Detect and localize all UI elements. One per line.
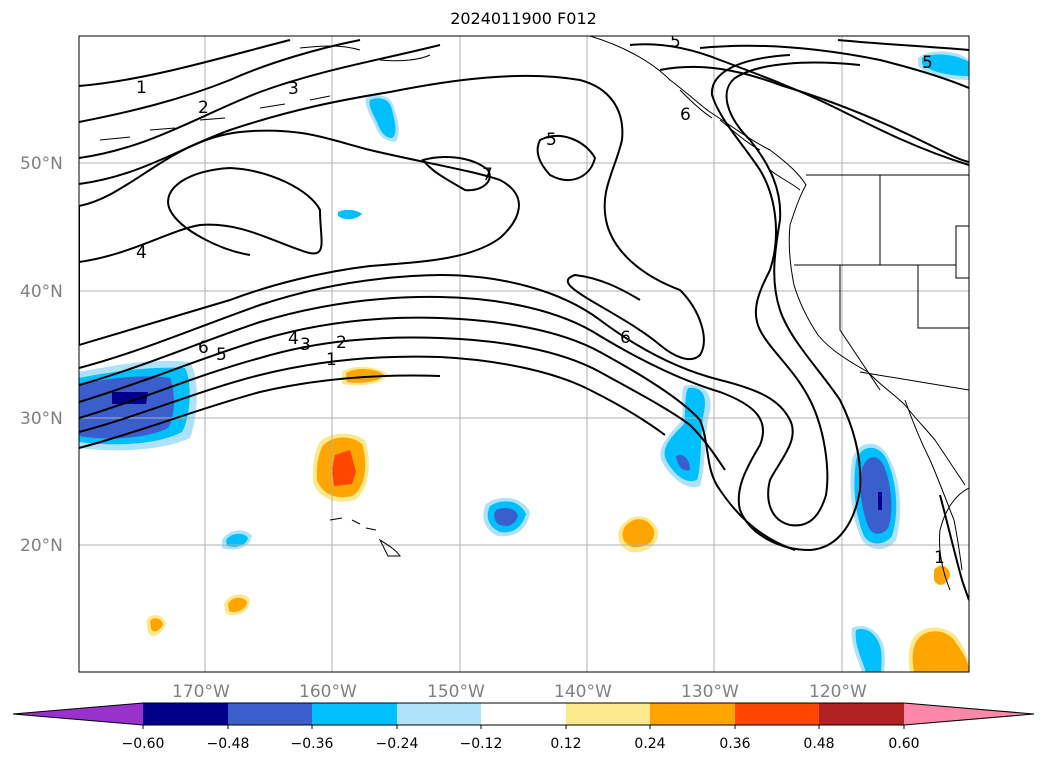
colorbar-segment <box>143 703 228 725</box>
contour-label: 5 <box>216 345 227 365</box>
contour-label: 2 <box>198 98 209 118</box>
colorbar-extend-low <box>13 703 143 725</box>
longitude-labels: 170°W 160°W 150°W 140°W 130°W 120°W <box>172 682 867 702</box>
colorbar-segment <box>228 703 312 725</box>
contour-label: 7 <box>482 165 493 185</box>
lon-label: 140°W <box>554 682 612 702</box>
contour-label: 4 <box>136 243 147 263</box>
coastlines <box>99 36 969 591</box>
map-panel <box>79 36 969 672</box>
contour-label: 6 <box>680 105 691 125</box>
colorbar-segment <box>735 703 819 725</box>
contour-label: 2 <box>336 333 347 353</box>
contour-label: 3 <box>288 79 299 99</box>
latitude-labels: 50°N 40°N 30°N 20°N <box>20 154 63 556</box>
colorbar-tick-label: −0.24 <box>376 736 419 752</box>
contour-label: 6 <box>198 338 209 358</box>
colorbar-segment <box>819 703 904 725</box>
contours <box>79 39 969 601</box>
lon-label: 150°W <box>427 682 485 702</box>
colorbar-tick-label: −0.60 <box>122 736 165 752</box>
contour-label: 5 <box>546 130 557 150</box>
lon-label: 130°W <box>681 682 739 702</box>
contour-label: 4 <box>288 329 299 349</box>
gridlines <box>79 36 969 672</box>
colorbar-tick-label: 0.60 <box>888 736 919 752</box>
colorbar-segment <box>650 703 735 725</box>
contour-label: 1 <box>934 548 945 568</box>
contour-label: 1 <box>136 78 147 98</box>
colorbar-tick-label: −0.12 <box>460 736 503 752</box>
lat-label: 50°N <box>20 154 63 174</box>
colorbar-tick-label: 0.12 <box>550 736 581 752</box>
colorbar-tick-label: −0.48 <box>207 736 250 752</box>
shading-layer <box>79 51 969 672</box>
colorbar-tick-label: 0.36 <box>719 736 750 752</box>
map-frame <box>78 35 970 673</box>
lon-label: 120°W <box>809 682 867 702</box>
colorbar-tick-label: 0.24 <box>634 736 665 752</box>
colorbar-segment <box>566 703 650 725</box>
map-title: 2024011900 F012 <box>450 9 597 28</box>
contour-labels: 1 2 3 4 5 6 7 5 6 4 3 2 1 5 6 1 5 <box>136 32 945 568</box>
lat-label: 20°N <box>20 536 63 556</box>
colorbar-segment <box>312 703 397 725</box>
colorbar: −0.60 −0.48 −0.36 −0.24 −0.12 0.12 0.24 … <box>12 702 1035 752</box>
colorbar-extend-high <box>904 703 1034 725</box>
lon-label: 160°W <box>299 682 357 702</box>
colorbar-tick-label: −0.36 <box>291 736 334 752</box>
contour-label: 6 <box>620 328 631 348</box>
colorbar-tick-label: 0.48 <box>803 736 834 752</box>
lat-label: 30°N <box>20 409 63 429</box>
contour-label: 5 <box>670 32 681 52</box>
colorbar-segment <box>481 703 566 725</box>
lat-label: 40°N <box>20 282 63 302</box>
lon-label: 170°W <box>172 682 230 702</box>
contour-label: 5 <box>922 53 933 73</box>
contour-label: 1 <box>326 350 337 370</box>
colorbar-segment <box>397 703 481 725</box>
contour-label: 3 <box>300 335 311 355</box>
